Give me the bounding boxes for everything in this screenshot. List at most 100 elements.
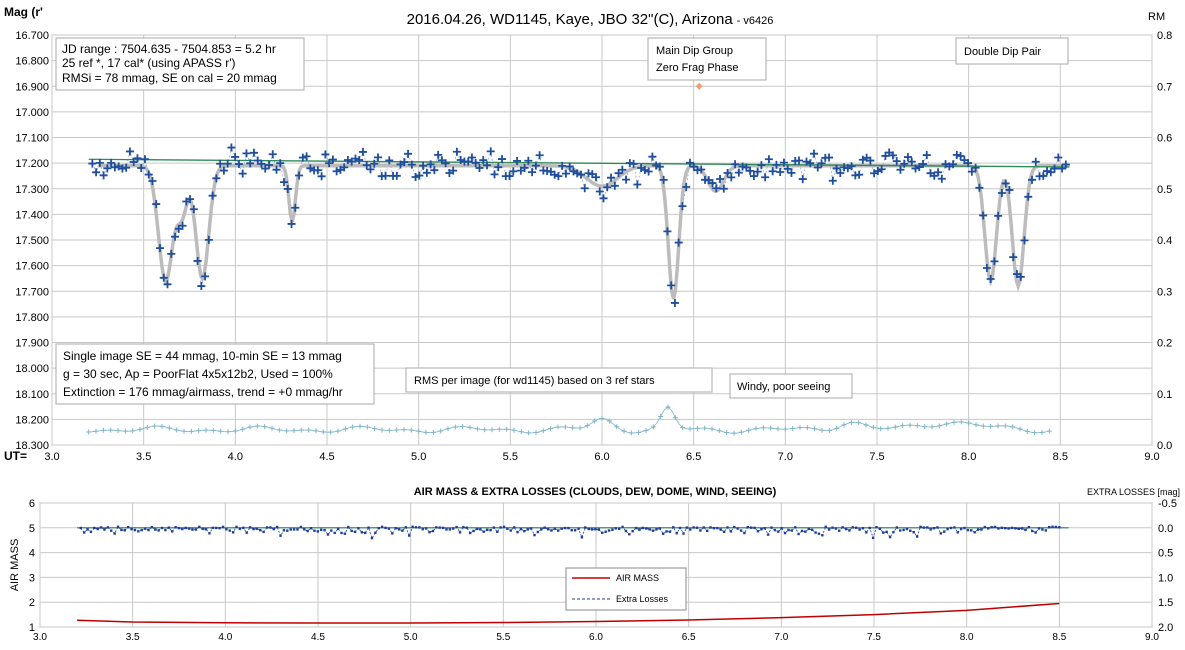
extra-losses-point — [915, 535, 919, 538]
obs-point — [234, 160, 243, 169]
extra-losses-point — [306, 529, 309, 533]
extra-losses-point — [753, 526, 756, 530]
double-dip-frame — [955, 37, 1069, 65]
rms-point — [518, 429, 524, 435]
obs-point — [573, 169, 582, 178]
obs-point — [802, 157, 811, 166]
extra-losses-point — [597, 528, 601, 531]
obs-point — [1009, 253, 1018, 262]
obs-point — [1028, 175, 1037, 184]
windy-frame — [729, 373, 853, 399]
extra-losses-point — [536, 530, 540, 534]
extra-losses-point — [943, 530, 946, 533]
top-x-tick-label: 9.0 — [1144, 451, 1159, 463]
rms-point — [504, 426, 510, 432]
rms-point — [416, 428, 422, 434]
extra-losses-point — [702, 526, 706, 529]
obs-point — [952, 150, 961, 159]
extra-losses-point — [164, 528, 167, 532]
obs-point — [798, 175, 807, 184]
obs-point — [937, 174, 946, 183]
rms-point — [716, 428, 722, 434]
extra-losses-point — [475, 527, 479, 531]
obs-point — [498, 155, 507, 164]
rms-point — [526, 430, 532, 436]
bottom-x-tick-label: 3.0 — [33, 632, 47, 643]
obs-point — [362, 161, 371, 170]
obs-point — [719, 184, 728, 193]
extra-losses-point — [289, 528, 292, 531]
obs-point — [749, 172, 758, 181]
top-x-tick-label: 7.5 — [869, 451, 884, 463]
rms-point — [269, 425, 275, 431]
obs-point — [764, 155, 773, 164]
extra-losses-point — [807, 527, 810, 531]
top-y-tick-label: 16.700 — [15, 30, 49, 42]
obs-point — [731, 160, 740, 169]
obs-point — [892, 157, 901, 166]
obs-point — [152, 200, 161, 209]
extra-losses-point — [766, 533, 770, 536]
rms-point — [636, 429, 642, 435]
obs-point — [392, 171, 401, 180]
extra-losses-point — [617, 527, 621, 530]
extra-losses-point — [695, 526, 699, 529]
top-y-tick-label: 18.300 — [15, 440, 49, 452]
obs-point — [340, 163, 349, 172]
obs-point — [321, 150, 330, 159]
rms-point — [812, 426, 818, 432]
extra-losses-point — [347, 525, 350, 529]
rms-point — [826, 427, 832, 433]
obs-point — [430, 166, 439, 175]
extra-losses-point — [468, 531, 472, 535]
extra-losses-point — [885, 530, 888, 534]
extra-losses-point — [733, 525, 736, 529]
top-y-tick-label: 17.000 — [15, 107, 49, 119]
bottom-x-tick-label: 7.0 — [774, 632, 788, 643]
extra-losses-point — [841, 526, 844, 529]
extra-losses-point — [990, 526, 993, 529]
extra-losses-point — [245, 531, 248, 534]
airmass-line — [77, 602, 1060, 624]
rms-point — [680, 425, 686, 431]
extra-losses-point — [800, 529, 804, 533]
main-dip-line-2: Zero Frag Phase — [656, 62, 739, 74]
obs-point — [110, 163, 119, 172]
obs-point — [903, 153, 912, 162]
rms-point — [218, 428, 224, 434]
lightcurve-panel: 16.700 16.800 16.900 17.000 17.100 17.200 17.3… — [4, 5, 1172, 463]
rms-point — [159, 423, 165, 429]
rms-point — [386, 427, 392, 433]
top-x-tick-label: 8.5 — [1053, 451, 1068, 463]
extra-losses-point — [560, 527, 563, 530]
rms-point — [929, 424, 935, 430]
top-x-tick-label: 6.0 — [594, 451, 609, 463]
extra-losses-point — [201, 527, 204, 531]
rms-point — [936, 423, 942, 429]
obs-point — [911, 164, 920, 173]
extra-losses-point — [590, 528, 594, 531]
extra-losses-point — [777, 530, 780, 533]
extra-losses-point — [235, 525, 238, 529]
obs-point — [366, 165, 375, 174]
obs-point — [768, 167, 777, 176]
extra-losses-point — [746, 525, 750, 529]
obs-point — [655, 162, 664, 171]
info-line-1: JD range : 7504.635 - 7504.853 = 5.2 hr — [62, 42, 276, 56]
extra-losses-point — [658, 527, 661, 530]
bottom-y2-tick-label: 0.0 — [1158, 523, 1173, 535]
rms-point — [951, 419, 957, 425]
extra-losses-point — [787, 528, 790, 532]
extra-losses-point — [878, 527, 882, 531]
top-series — [86, 82, 1070, 436]
extra-losses-point — [956, 531, 959, 534]
rms-point — [511, 427, 517, 433]
extra-losses-point — [96, 527, 99, 531]
obs-point — [171, 232, 180, 241]
extra-losses-point — [844, 527, 848, 531]
rms-point — [973, 422, 979, 428]
rms-point — [240, 426, 246, 432]
rms-point — [870, 424, 876, 430]
bottom-y2-tick-label: 0.5 — [1158, 548, 1173, 560]
bottom-y2-tick-label: -0.5 — [1158, 498, 1177, 510]
